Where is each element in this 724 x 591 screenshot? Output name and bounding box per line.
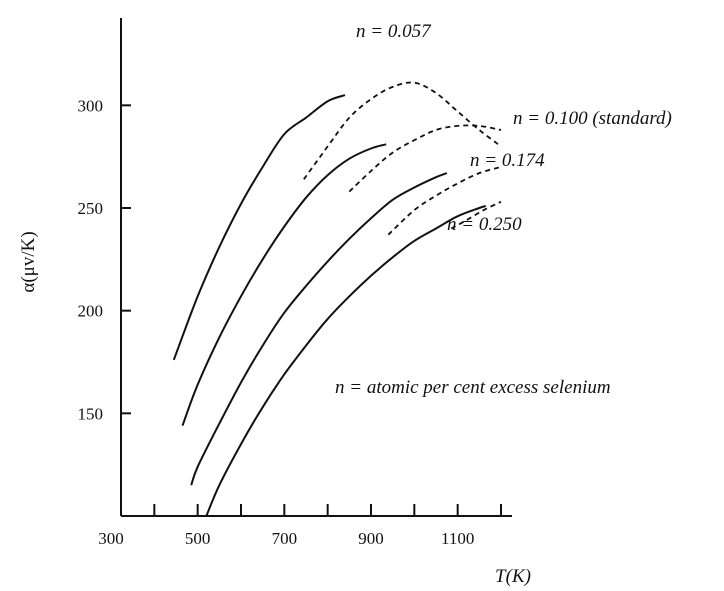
label-n-0-174: n = 0.174 — [470, 150, 545, 171]
series-0174-solid-line — [190, 172, 448, 486]
series-group — [172, 81, 502, 517]
label-n-0-057: n = 0.057 — [356, 21, 432, 42]
series-0250-dashed-line — [450, 200, 502, 230]
series-0057-dashed-line — [303, 81, 502, 180]
x-tick-label-500: 500 — [185, 529, 211, 548]
x-axis-title: T(K) — [495, 566, 531, 587]
y-axis-title: α(μv/K) — [18, 231, 39, 292]
y-tick-label-300: 300 — [78, 96, 104, 115]
series-0250-solid-line — [205, 204, 487, 517]
label-n-0-250: n = 0.250 — [447, 214, 522, 235]
x-tick-label-1100: 1100 — [441, 529, 474, 548]
x-tick-label-900: 900 — [358, 529, 384, 548]
y-tick-label-200: 200 — [78, 302, 104, 321]
series-0174-dashed-line — [387, 166, 502, 236]
ticks — [121, 104, 502, 516]
tick-labels: 300 500 700 900 1100 150 200 250 300 — [78, 96, 475, 548]
series-0057-solid-line — [172, 94, 346, 361]
x-tick-label-700: 700 — [272, 529, 298, 548]
y-tick-label-150: 150 — [78, 404, 104, 423]
x-tick-label-300: 300 — [98, 529, 124, 548]
label-n-0-100: n = 0.100 (standard) — [513, 108, 672, 129]
selenium-note: n = atomic per cent excess selenium — [335, 377, 611, 398]
axes — [120, 18, 512, 517]
series-0100-solid-line — [181, 143, 387, 427]
y-tick-label-250: 250 — [78, 199, 104, 218]
